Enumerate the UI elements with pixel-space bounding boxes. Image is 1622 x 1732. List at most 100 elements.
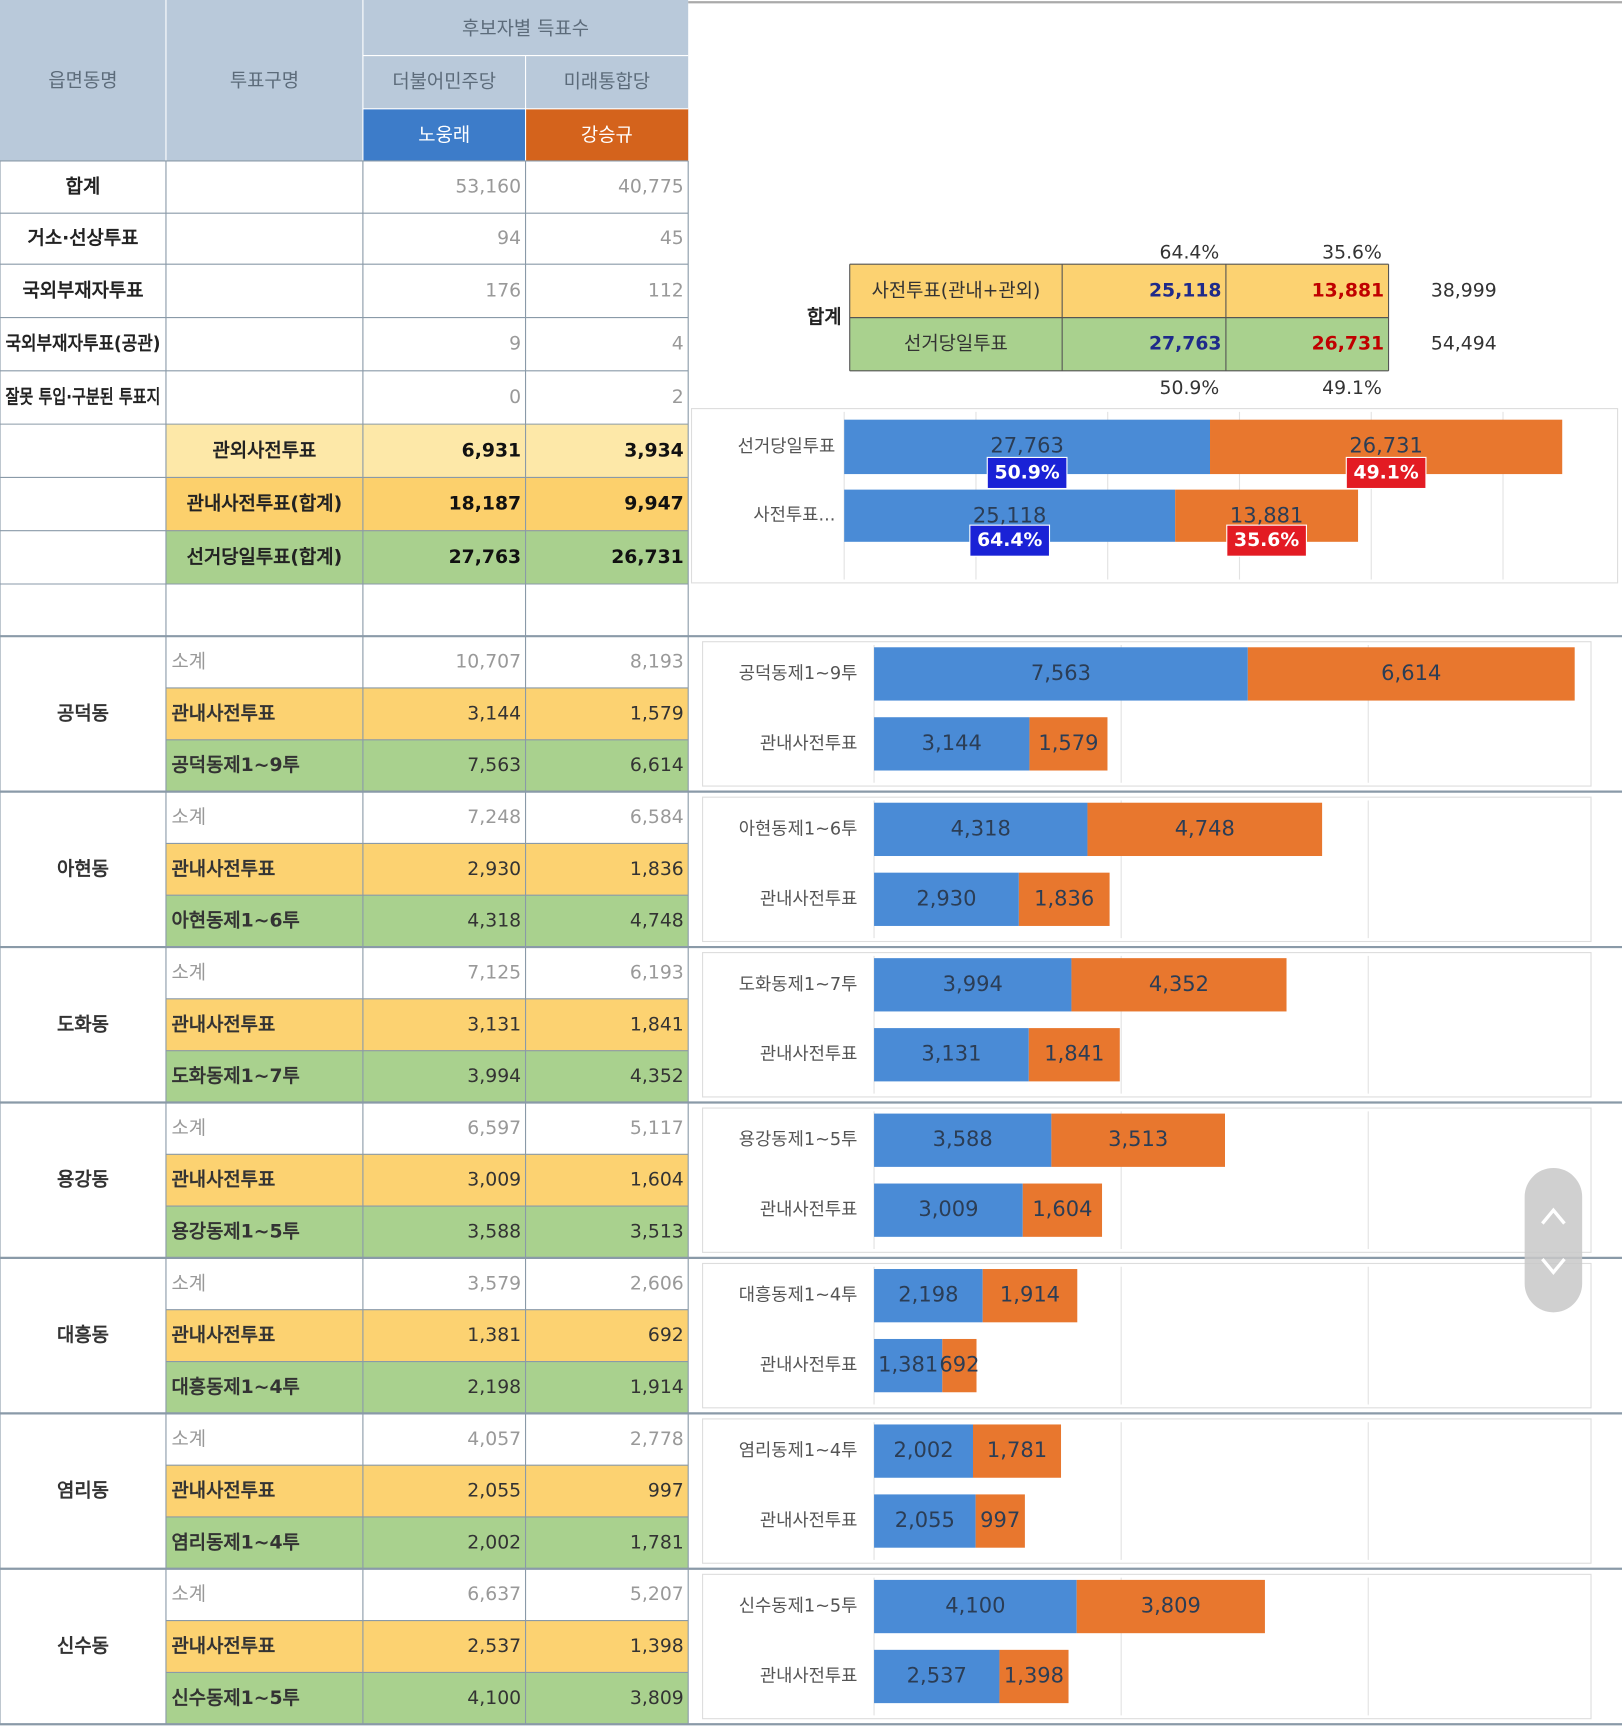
vote-count: 26,731 xyxy=(611,547,684,568)
header-text: 미래통합당 xyxy=(564,71,650,93)
category-label: 아현동제1~6투 xyxy=(739,818,858,839)
vote-count: 27,763 xyxy=(1149,334,1222,355)
bar-segment xyxy=(1087,802,1323,857)
vote-count: 1,914 xyxy=(630,1377,684,1398)
vote-count: 94 xyxy=(497,228,521,249)
row-fill xyxy=(165,998,689,1051)
vote-count: 53,160 xyxy=(455,177,521,198)
vote-count: 997 xyxy=(648,1481,684,1502)
bar-segment xyxy=(1051,1113,1225,1167)
precinct-name: 염리동제1~4투 xyxy=(171,1531,299,1553)
value-label: 3,809 xyxy=(1141,1593,1201,1618)
vote-count: 3,994 xyxy=(467,1066,521,1087)
percent-badge xyxy=(969,524,1051,557)
category-label: 관내사전투표 xyxy=(760,1044,858,1065)
value-label: 1,398 xyxy=(1004,1662,1064,1687)
vote-count: 2 xyxy=(672,387,684,408)
vote-count: 6,193 xyxy=(630,962,684,983)
vote-count: 3,513 xyxy=(630,1221,684,1242)
district-name: 잘못 투입·구분된 투표지 xyxy=(6,386,161,408)
bar-segment xyxy=(874,958,1072,1012)
percent-text: 50.9% xyxy=(1160,378,1220,399)
vote-count: 692 xyxy=(648,1325,684,1346)
value-label: 26,731 xyxy=(1349,432,1423,457)
precinct-name: 아현동제1~6투 xyxy=(171,910,299,932)
precinct-name: 관내사전투표 xyxy=(171,1324,275,1346)
value-label: 2,537 xyxy=(907,1662,967,1687)
district-name: 용강동 xyxy=(57,1169,109,1191)
vote-count: 18,187 xyxy=(449,494,522,515)
vote-count: 6,614 xyxy=(630,755,684,776)
vote-count: 2,002 xyxy=(467,1532,521,1553)
vote-count: 3,809 xyxy=(630,1688,684,1709)
row-fill xyxy=(165,530,689,584)
precinct-name: 선거당일투표(합계) xyxy=(187,546,343,568)
header-text: 투표구명 xyxy=(230,70,299,92)
vote-count: 0 xyxy=(509,387,521,408)
total: 54,494 xyxy=(1431,334,1497,355)
bar-segment xyxy=(1028,1028,1120,1082)
vote-count: 112 xyxy=(648,280,684,301)
value-label: 4,748 xyxy=(1175,815,1235,840)
value-label: 1,579 xyxy=(1038,730,1098,755)
vote-count: 7,125 xyxy=(467,962,521,983)
district-name: 염리동 xyxy=(57,1480,109,1502)
scroll-down-icon[interactable] xyxy=(1541,1257,1566,1275)
category-label: 신수동제1~5투 xyxy=(739,1596,858,1617)
value-label: 997 xyxy=(980,1507,1020,1532)
category-label: 관내사전투표 xyxy=(760,1355,858,1376)
value-label: 3,131 xyxy=(921,1041,981,1066)
category-label: 사전투표... xyxy=(753,505,835,526)
district-name: 국외부재자투표(공관) xyxy=(6,333,161,355)
vote-count: 6,931 xyxy=(462,440,521,461)
row-fill xyxy=(165,1154,689,1207)
bar-segment xyxy=(1018,872,1110,926)
vote-count: 27,763 xyxy=(449,547,522,568)
precinct-name: 관내사전투표 xyxy=(171,1169,275,1191)
value-label: 25,118 xyxy=(973,502,1047,527)
scroll-button[interactable] xyxy=(1524,1167,1583,1313)
vote-count: 2,606 xyxy=(630,1273,684,1294)
vote-count: 13,881 xyxy=(1312,280,1385,301)
district-name: 공덕동 xyxy=(57,702,109,724)
vote-count: 6,637 xyxy=(467,1584,521,1605)
vote-count: 1,836 xyxy=(630,859,684,880)
vote-count: 2,778 xyxy=(630,1429,684,1450)
district-name: 대흥동 xyxy=(57,1323,109,1346)
bar-segment xyxy=(874,1424,974,1478)
chart-box xyxy=(702,1573,1592,1720)
percent-label: 64.4% xyxy=(977,530,1042,551)
summary-row xyxy=(849,317,1389,371)
vote-count: 9 xyxy=(509,334,521,355)
scroll-up-icon[interactable] xyxy=(1541,1207,1566,1225)
percent-text: 49.1% xyxy=(1322,378,1382,399)
vote-count: 5,207 xyxy=(630,1584,684,1605)
vote-count: 25,118 xyxy=(1149,280,1222,301)
bar-segment xyxy=(874,1579,1077,1634)
value-label: 1,781 xyxy=(987,1437,1047,1462)
bar-segment xyxy=(874,1183,1023,1237)
row-fill xyxy=(165,477,689,531)
precinct-name: 관내사전투표 xyxy=(171,1013,275,1035)
vote-count: 4,352 xyxy=(630,1066,684,1087)
bar-segment xyxy=(874,802,1088,857)
vote-count: 4,100 xyxy=(467,1688,521,1709)
percent-badge xyxy=(1226,524,1307,557)
precinct-name: 관내사전투표 xyxy=(171,858,275,880)
value-label: 2,002 xyxy=(893,1437,953,1462)
vote-count: 4,057 xyxy=(467,1429,521,1450)
vote-count: 7,248 xyxy=(467,807,521,828)
row-fill xyxy=(165,1620,689,1673)
header-text: 노웅래 xyxy=(418,124,470,146)
bar-segment xyxy=(874,1028,1029,1082)
precinct-name: 소계 xyxy=(171,1117,206,1139)
percent-label: 35.6% xyxy=(1234,530,1299,551)
row-fill xyxy=(165,739,689,792)
vote-count: 45 xyxy=(660,228,684,249)
candidate-cell xyxy=(525,108,689,161)
percent-label: 50.9% xyxy=(994,462,1059,483)
bar-segment xyxy=(1247,647,1575,701)
vote-count: 7,563 xyxy=(467,755,521,776)
